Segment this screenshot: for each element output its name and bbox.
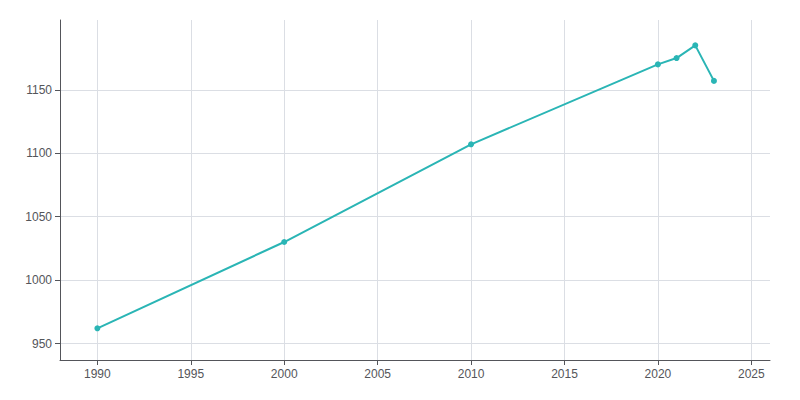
svg-text:1000: 1000 <box>25 273 52 287</box>
svg-text:2025: 2025 <box>738 367 765 381</box>
svg-text:1150: 1150 <box>26 83 52 97</box>
svg-text:2000: 2000 <box>271 367 298 381</box>
svg-text:1050: 1050 <box>25 210 52 224</box>
svg-text:2005: 2005 <box>364 367 391 381</box>
svg-text:2020: 2020 <box>645 367 672 381</box>
svg-text:2010: 2010 <box>458 367 485 381</box>
svg-text:2015: 2015 <box>551 367 578 381</box>
svg-text:1995: 1995 <box>177 367 204 381</box>
svg-text:1990: 1990 <box>84 367 111 381</box>
svg-text:1100: 1100 <box>26 146 52 160</box>
svg-text:950: 950 <box>32 337 52 351</box>
